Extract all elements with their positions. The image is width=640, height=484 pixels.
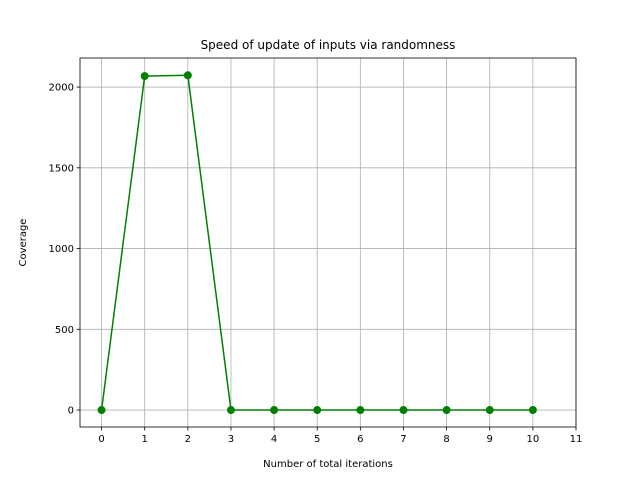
x-tick-label: 10 (527, 434, 540, 445)
y-tick-label: 0 (68, 406, 74, 417)
x-axis-label: Number of total iterations (263, 459, 393, 470)
x-tick-label: 2 (185, 434, 191, 445)
data-point (399, 406, 408, 415)
data-point (442, 406, 451, 415)
y-axis-ticks: 0 500 1000 1500 2000 (49, 83, 80, 417)
series-group (97, 71, 537, 415)
grid-lines (80, 58, 577, 427)
y-tick-label: 1000 (49, 244, 74, 255)
data-point (97, 406, 106, 415)
data-point (140, 72, 149, 81)
x-tick-label: 6 (357, 434, 363, 445)
x-tick-label: 7 (400, 434, 406, 445)
x-tick-label: 8 (443, 434, 449, 445)
x-tick-label: 1 (142, 434, 148, 445)
chart-title: Speed of update of inputs via randomness (201, 38, 456, 52)
y-tick-label: 2000 (49, 83, 74, 94)
x-tick-label: 0 (98, 434, 104, 445)
x-tick-label: 5 (314, 434, 320, 445)
plot-area (80, 58, 576, 427)
x-axis-ticks: 0 1 2 3 4 5 6 7 8 9 10 11 (98, 427, 582, 445)
data-point (183, 71, 192, 80)
plot-frame (79, 57, 577, 428)
y-tick-label: 1500 (49, 163, 74, 174)
x-tick-label: 9 (487, 434, 493, 445)
y-axis-label: Coverage (18, 219, 29, 267)
y-tick-label: 500 (55, 325, 74, 336)
x-tick-label: 4 (271, 434, 277, 445)
x-tick-label: 11 (570, 434, 583, 445)
data-point (226, 406, 235, 415)
x-tick-label: 3 (228, 434, 234, 445)
data-point (528, 406, 537, 415)
data-point (485, 406, 494, 415)
data-point (270, 406, 279, 415)
data-point (313, 406, 322, 415)
data-point (356, 406, 365, 415)
